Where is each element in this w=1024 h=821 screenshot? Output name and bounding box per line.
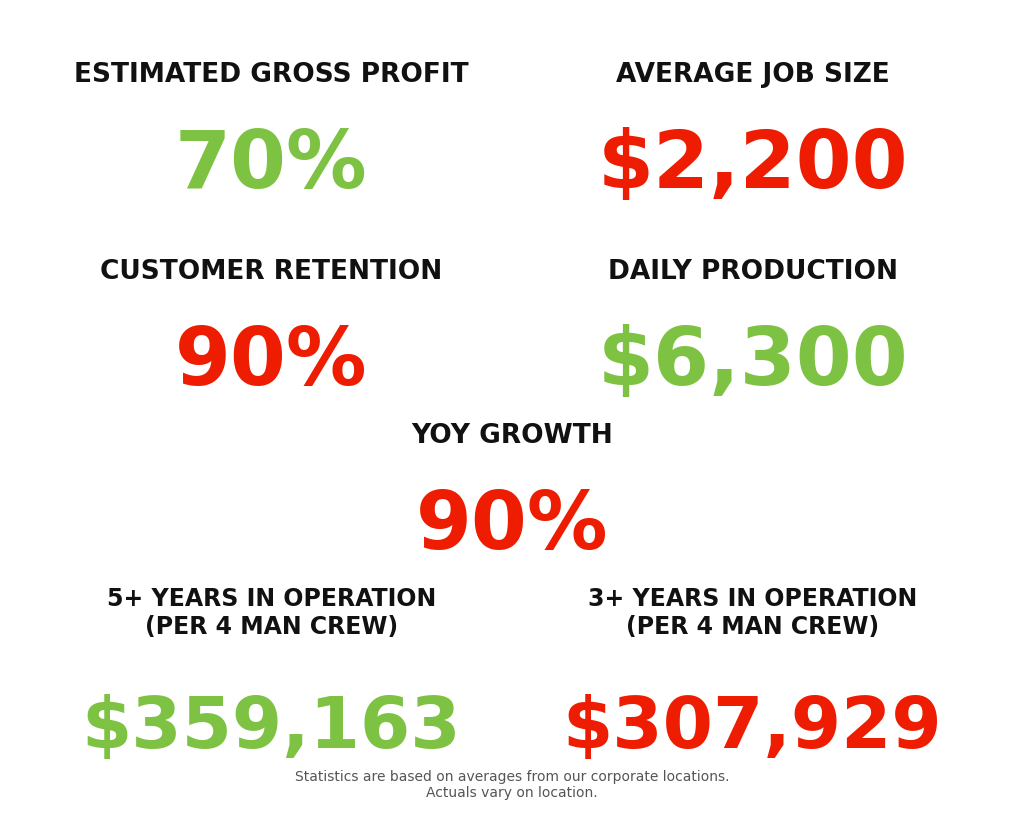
Text: 90%: 90% [175, 324, 368, 402]
Text: 70%: 70% [175, 127, 368, 205]
Text: AVERAGE JOB SIZE: AVERAGE JOB SIZE [615, 62, 890, 88]
Text: 90%: 90% [416, 488, 608, 566]
Text: 5+ YEARS IN OPERATION
(PER 4 MAN CREW): 5+ YEARS IN OPERATION (PER 4 MAN CREW) [106, 587, 436, 639]
Text: $6,300: $6,300 [597, 324, 908, 402]
Text: YOY GROWTH: YOY GROWTH [411, 423, 613, 449]
Text: 3+ YEARS IN OPERATION
(PER 4 MAN CREW): 3+ YEARS IN OPERATION (PER 4 MAN CREW) [588, 587, 918, 639]
Text: ESTIMATED GROSS PROFIT: ESTIMATED GROSS PROFIT [74, 62, 469, 88]
Text: $307,929: $307,929 [563, 694, 942, 763]
Text: DAILY PRODUCTION: DAILY PRODUCTION [607, 259, 898, 285]
Text: CUSTOMER RETENTION: CUSTOMER RETENTION [100, 259, 442, 285]
Text: Statistics are based on averages from our corporate locations.
Actuals vary on l: Statistics are based on averages from ou… [295, 770, 729, 800]
Text: $2,200: $2,200 [597, 127, 908, 205]
Text: $359,163: $359,163 [82, 694, 461, 763]
